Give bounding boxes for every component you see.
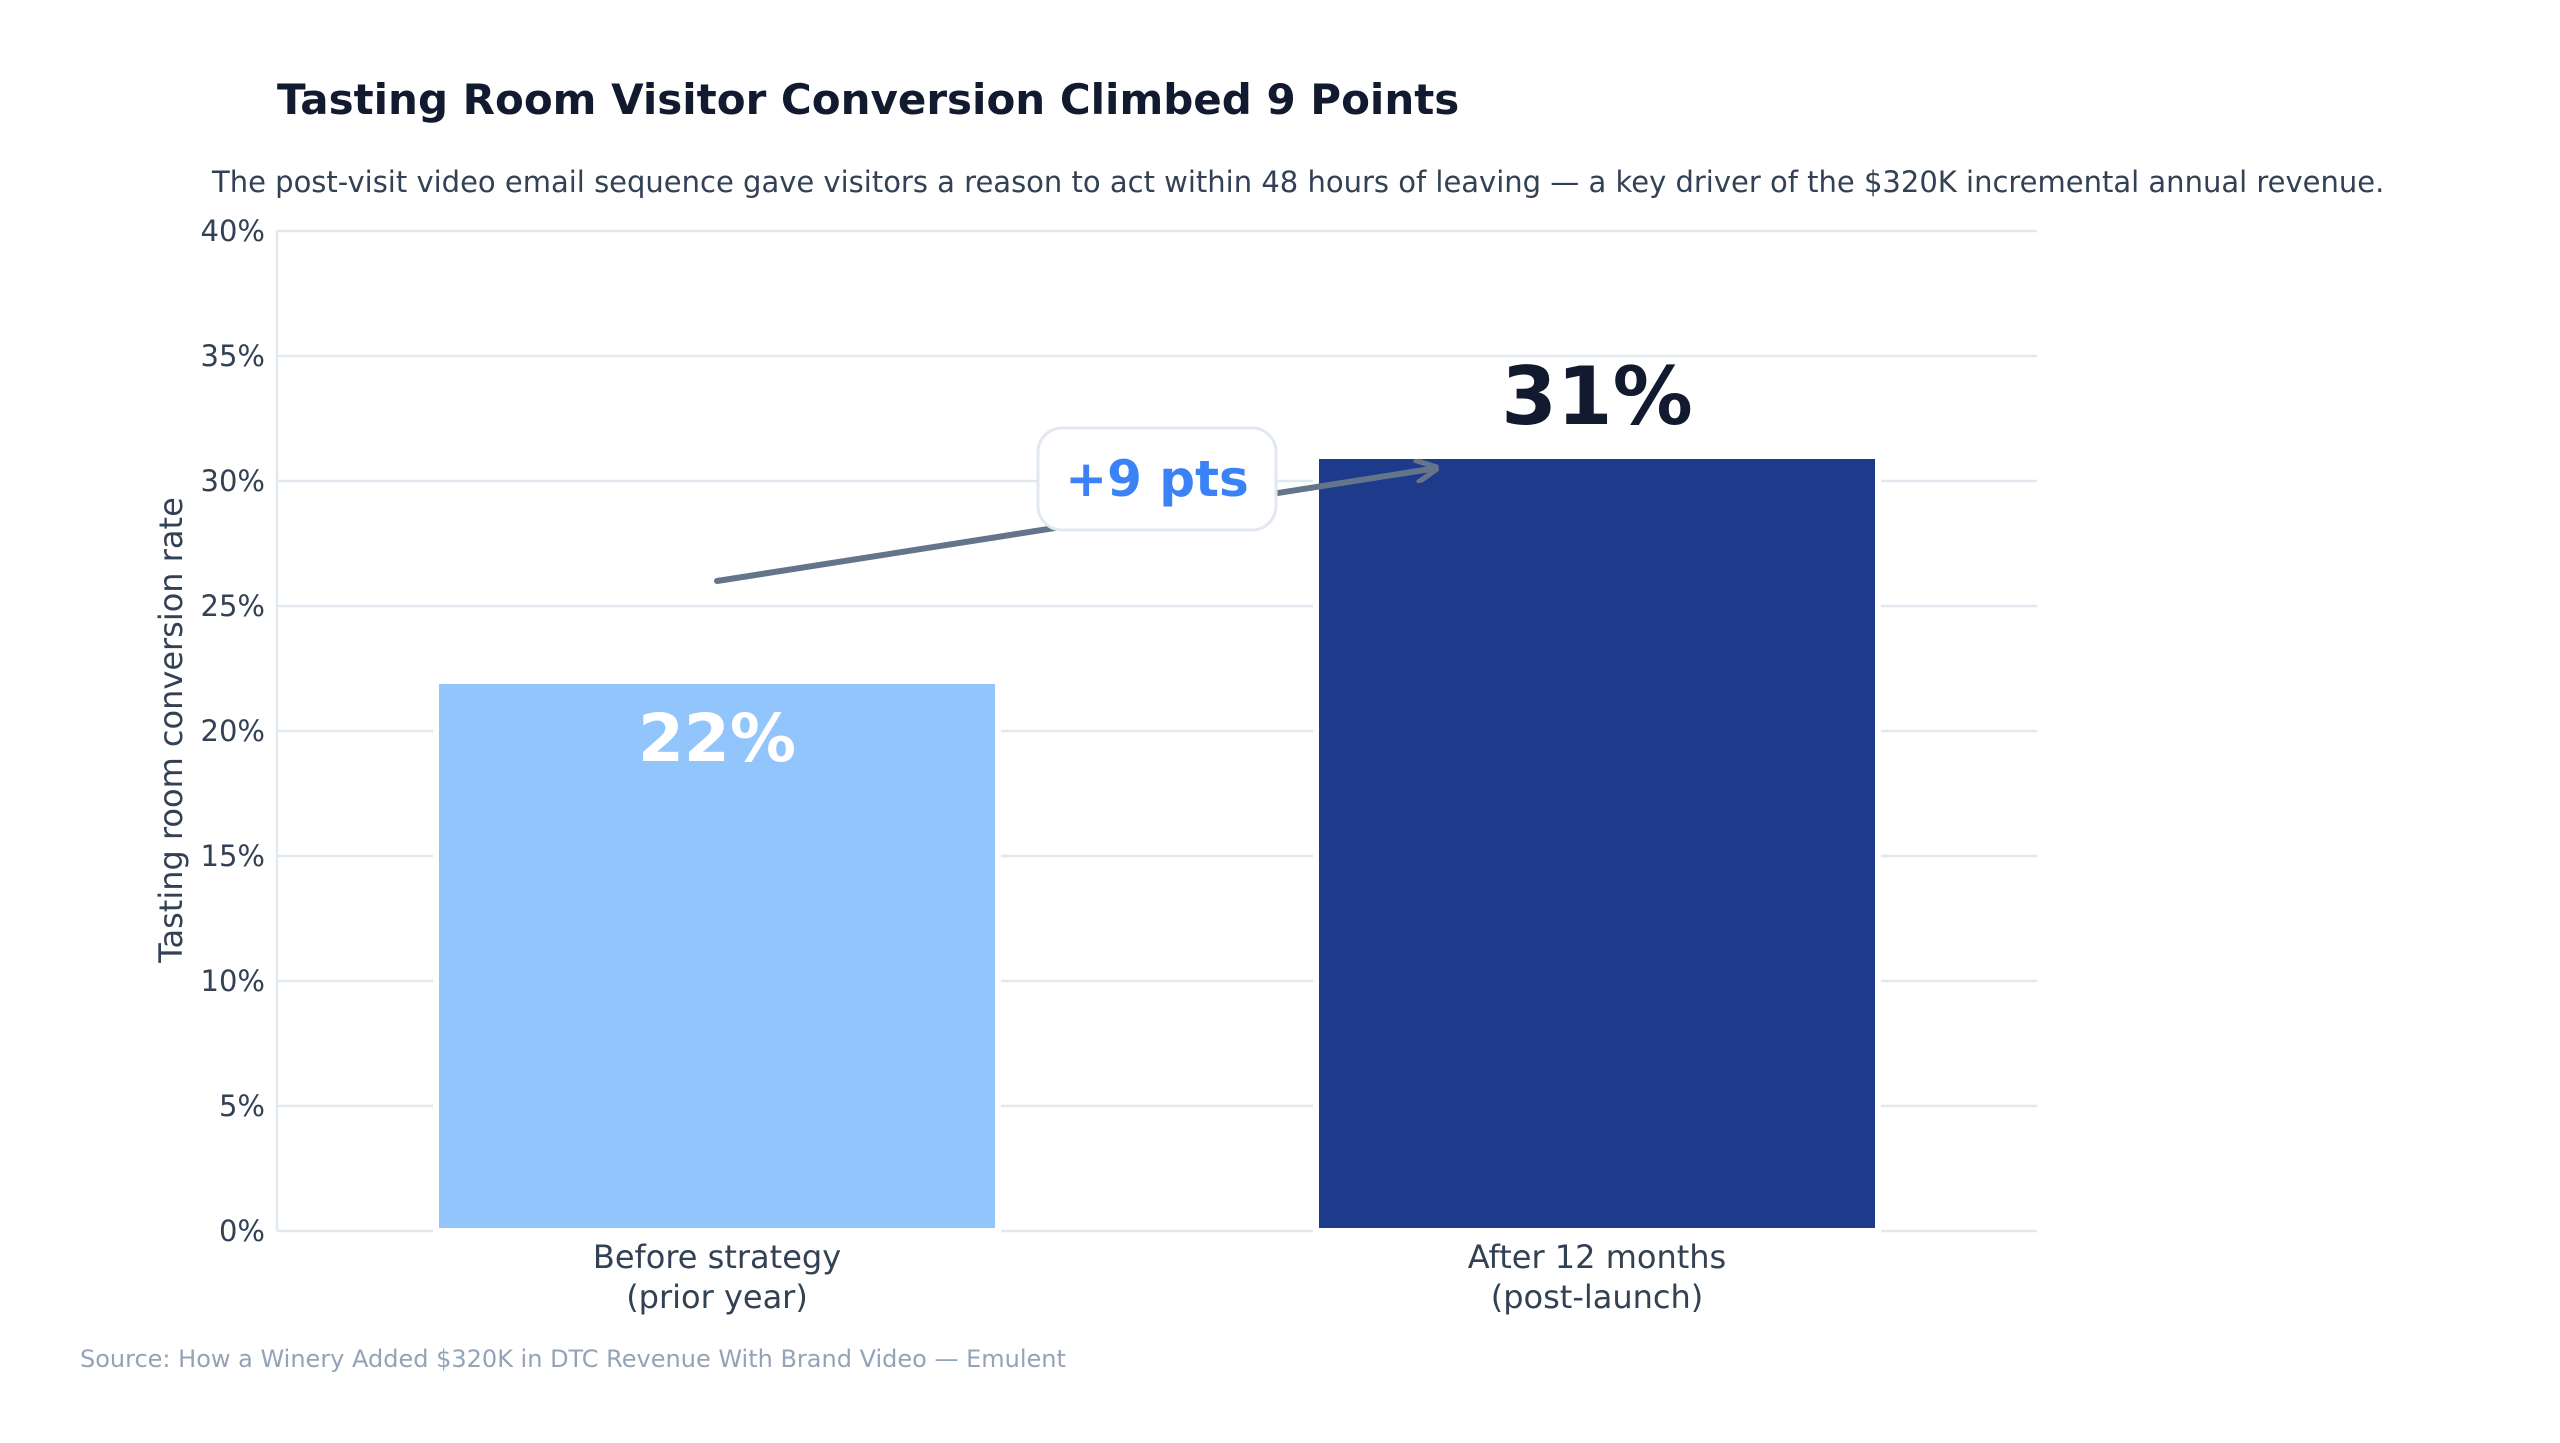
y-tick-label: 0%	[219, 1214, 265, 1248]
data-label-2: 31%	[1501, 350, 1692, 443]
x-tick-labels: Before strategy(prior year) After 12 mont…	[593, 1238, 1726, 1316]
source-note: Source: How a Winery Added $320K in DTC …	[80, 1345, 1066, 1373]
y-tick-label: 30%	[201, 464, 265, 498]
x-tick-label-line: Before strategy	[593, 1238, 841, 1276]
y-tick-label: 40%	[201, 214, 265, 248]
y-tick-label: 10%	[201, 964, 265, 998]
data-label-1: 22%	[638, 700, 796, 777]
y-tick-label: 15%	[201, 839, 265, 873]
bar-2	[1313, 453, 1881, 1234]
y-tick-label: 5%	[219, 1089, 265, 1123]
x-tick-label-2: After 12 months(post-launch)	[1468, 1238, 1726, 1316]
y-tick-label: 20%	[201, 714, 265, 748]
x-tick-label-line: (post-launch)	[1491, 1278, 1704, 1316]
x-tick-label-line: (prior year)	[626, 1278, 808, 1316]
bars	[433, 453, 1881, 1234]
y-axis-label: Tasting room conversion rate	[152, 497, 190, 964]
delta-callout-box	[1036, 426, 1278, 532]
x-tick-label-1: Before strategy(prior year)	[593, 1238, 841, 1316]
delta-label: +9 pts	[1065, 450, 1249, 508]
y-tick-label: 25%	[201, 589, 265, 623]
axes: 0% 5% 10% 15% 20% 25% 30% 35% 40%	[201, 214, 2037, 1248]
chart-title: Tasting Room Visitor Conversion Climbed …	[277, 75, 1459, 124]
data-labels: 22% 31%	[638, 350, 1693, 777]
delta-annotation: +9 pts	[714, 426, 1434, 584]
chart-subtitle: The post-visit video email sequence gave…	[211, 165, 2384, 199]
y-tick-label: 35%	[201, 339, 265, 373]
x-tick-label-line: After 12 months	[1468, 1238, 1726, 1276]
bar-1	[433, 678, 1001, 1234]
